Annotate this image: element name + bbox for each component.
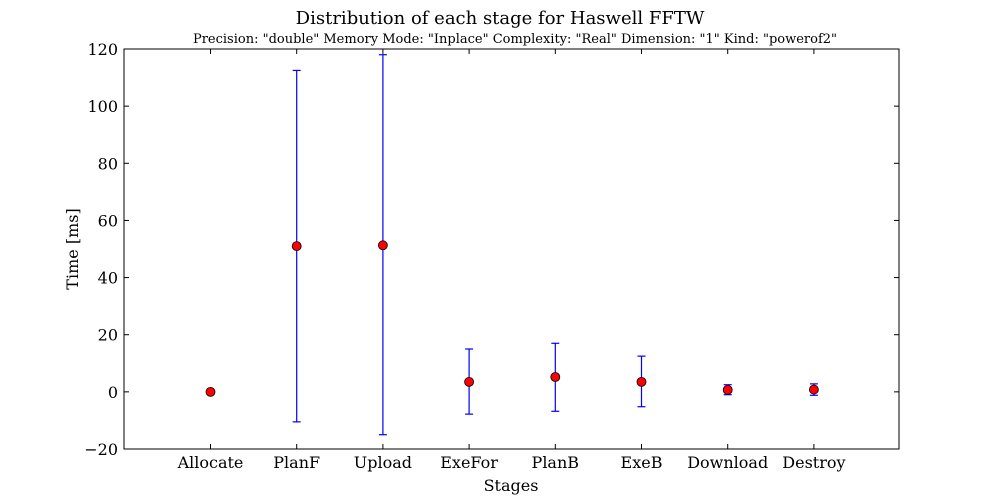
data-point — [377, 240, 388, 251]
y-tick-label: 100 — [87, 97, 118, 116]
data-point — [722, 384, 733, 395]
x-tick-label: Upload — [354, 453, 412, 472]
data-point — [205, 386, 216, 397]
y-tick-label: 80 — [98, 154, 118, 173]
chart-title: Distribution of each stage for Haswell F… — [296, 8, 705, 29]
y-tick-label: 40 — [98, 269, 118, 288]
data-point — [550, 372, 561, 382]
y-tick-label: −20 — [84, 440, 118, 459]
data-point — [809, 384, 819, 395]
x-axis-label: Stages — [484, 476, 539, 495]
y-tick-label: 0 — [108, 383, 118, 402]
y-tick-label: 60 — [98, 211, 118, 230]
x-axis: Allocate PlanF Upload ExeFor PlanB ExeB Downlo… — [177, 49, 846, 472]
y-tick-label: 120 — [87, 40, 118, 59]
data-point — [464, 376, 475, 387]
x-tick-label: PlanF — [273, 453, 320, 472]
chart-subtitle: Precision: "double" Memory Mode: "Inplac… — [193, 32, 837, 47]
data-point — [291, 241, 302, 252]
plot-area — [123, 48, 900, 450]
x-tick-label: ExeFor — [440, 453, 498, 472]
data-point — [636, 376, 647, 387]
data-series — [205, 54, 819, 436]
y-axis: −20 0 20 40 60 80 100 120 — [84, 40, 899, 459]
y-tick-label: 20 — [98, 326, 118, 345]
x-tick-label: Allocate — [177, 453, 244, 472]
x-tick-label: Download — [687, 453, 768, 472]
y-axis-label: Time [ms] — [63, 208, 82, 289]
x-tick-label: ExeB — [621, 453, 663, 472]
x-tick-label: PlanB — [532, 453, 579, 472]
x-tick-label: Destroy — [782, 453, 845, 472]
